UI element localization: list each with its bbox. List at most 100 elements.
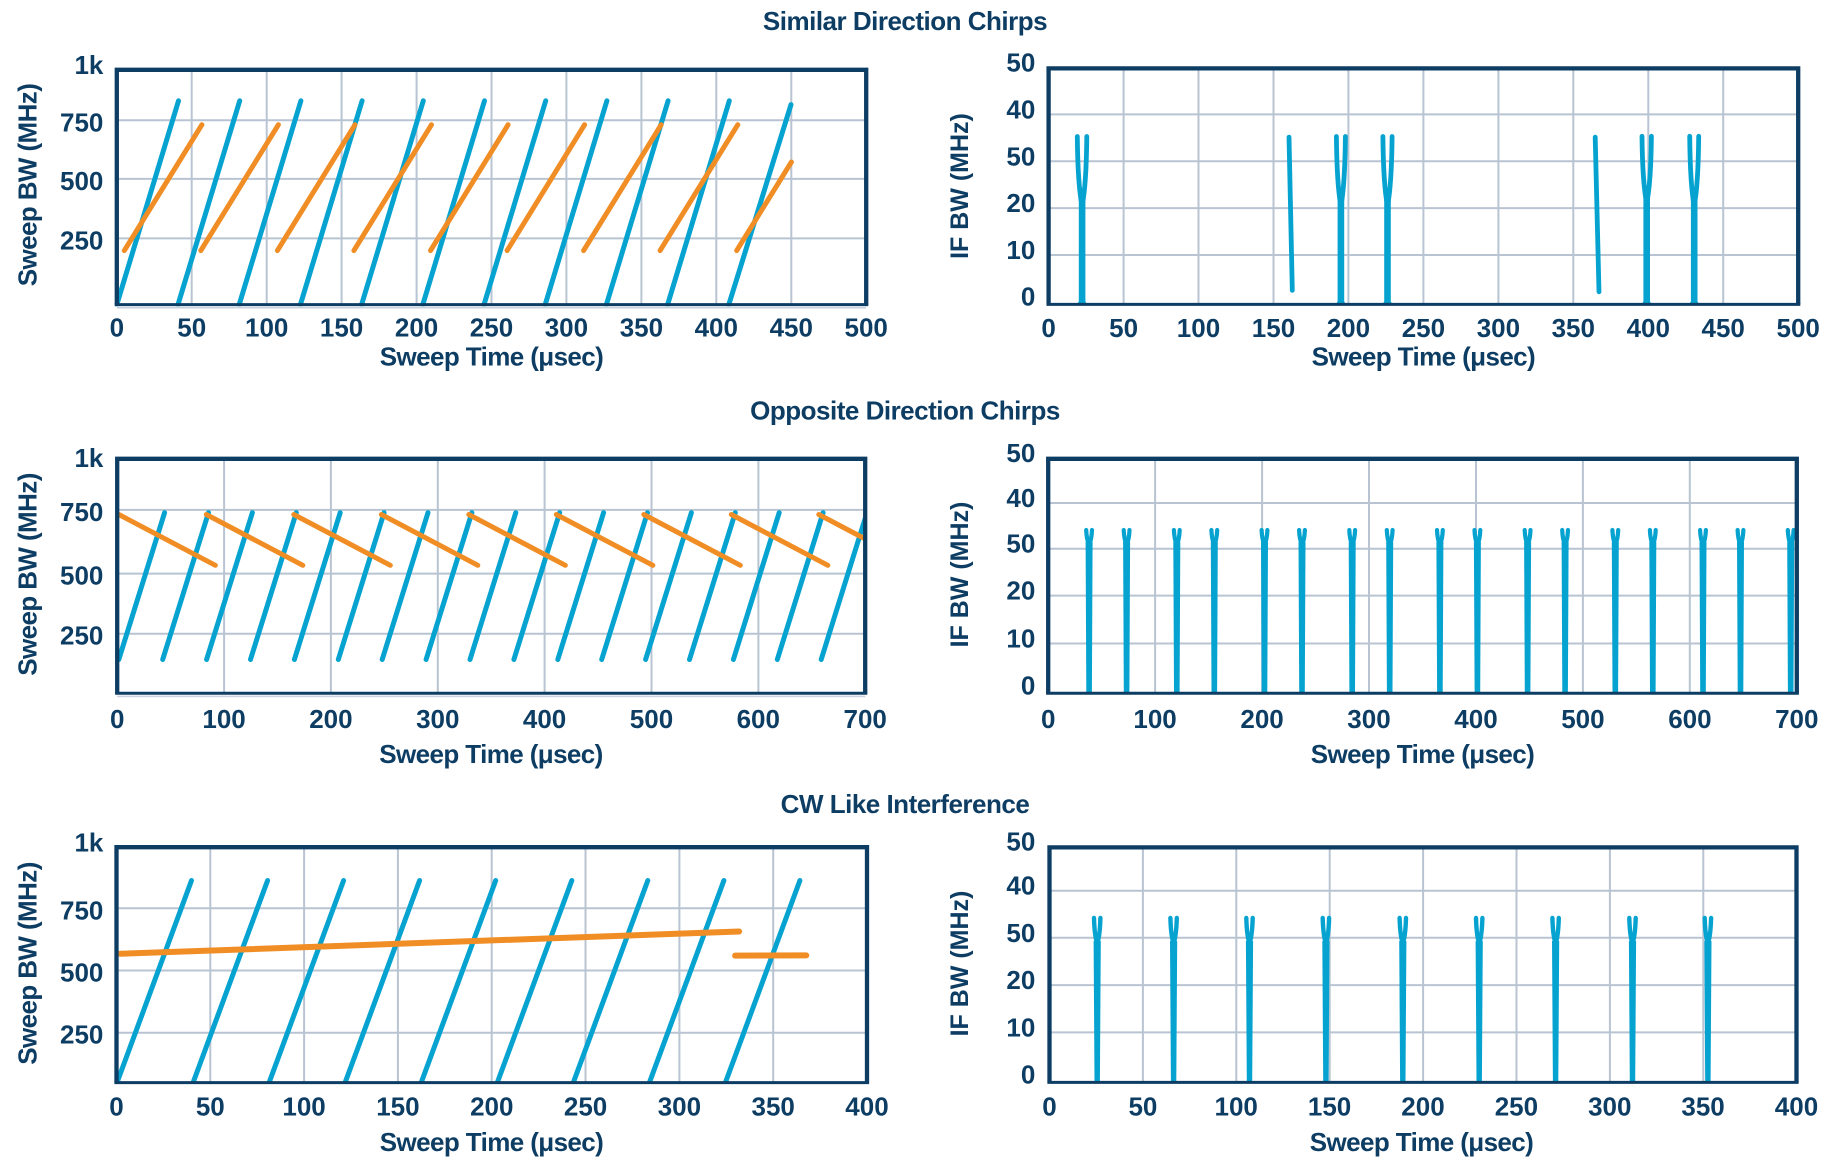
svg-text:Sweep BW (MHz): Sweep BW (MHz) [13,84,43,286]
svg-text:40: 40 [1006,483,1035,513]
svg-text:300: 300 [1347,704,1390,734]
svg-text:150: 150 [1252,313,1295,343]
svg-text:Sweep Time (μsec): Sweep Time (μsec) [380,1127,603,1157]
svg-text:0: 0 [1041,704,1055,734]
svg-text:150: 150 [1308,1092,1351,1122]
svg-text:400: 400 [1627,313,1670,343]
svg-text:100: 100 [282,1092,325,1122]
svg-text:450: 450 [770,313,813,343]
svg-text:200: 200 [395,313,438,343]
svg-text:20: 20 [1006,576,1035,606]
svg-text:0: 0 [1021,670,1035,700]
svg-text:0: 0 [1021,281,1035,311]
svg-text:700: 700 [844,704,887,734]
svg-text:1k: 1k [74,443,103,473]
svg-text:400: 400 [1454,704,1497,734]
svg-text:150: 150 [320,313,363,343]
svg-text:100: 100 [202,704,245,734]
svg-text:700: 700 [1775,704,1818,734]
svg-text:50: 50 [1109,313,1138,343]
svg-text:500: 500 [1561,704,1604,734]
svg-text:500: 500 [60,958,103,988]
svg-text:Sweep Time (μsec): Sweep Time (μsec) [1311,739,1534,769]
svg-text:600: 600 [737,704,780,734]
svg-text:400: 400 [523,704,566,734]
svg-text:50: 50 [177,313,206,343]
svg-text:50: 50 [1006,827,1035,857]
svg-text:IF BW (MHz): IF BW (MHz) [946,113,974,259]
svg-text:350: 350 [1681,1092,1724,1122]
svg-text:450: 450 [1702,313,1745,343]
svg-text:200: 200 [1327,313,1370,343]
svg-text:50: 50 [196,1092,225,1122]
svg-text:50: 50 [1006,918,1035,948]
svg-text:0: 0 [1041,313,1055,343]
svg-text:250: 250 [60,621,103,651]
svg-text:500: 500 [630,704,673,734]
svg-text:IF BW (MHz): IF BW (MHz) [946,891,974,1037]
svg-text:10: 10 [1006,235,1035,265]
svg-text:250: 250 [1402,313,1445,343]
svg-text:300: 300 [1588,1092,1631,1122]
svg-text:40: 40 [1006,871,1035,901]
svg-text:300: 300 [545,313,588,343]
svg-text:350: 350 [620,313,663,343]
svg-text:0: 0 [1042,1092,1056,1122]
svg-text:500: 500 [60,561,103,591]
svg-text:0: 0 [1021,1059,1035,1089]
svg-text:200: 200 [1240,704,1283,734]
svg-text:IF BW (MHz): IF BW (MHz) [946,502,974,648]
svg-text:250: 250 [60,225,103,255]
svg-text:150: 150 [376,1092,419,1122]
svg-text:0: 0 [109,1092,123,1122]
svg-text:10: 10 [1006,624,1035,654]
svg-text:200: 200 [309,704,352,734]
svg-text:600: 600 [1668,704,1711,734]
svg-text:250: 250 [60,1020,103,1050]
svg-text:100: 100 [1215,1092,1258,1122]
svg-text:Sweep BW (MHz): Sweep BW (MHz) [13,862,43,1064]
svg-text:750: 750 [60,497,103,527]
svg-text:10: 10 [1006,1012,1035,1042]
svg-text:400: 400 [845,1092,888,1122]
svg-text:50: 50 [1128,1092,1157,1122]
svg-text:300: 300 [1477,313,1520,343]
svg-text:0: 0 [110,704,124,734]
svg-text:350: 350 [1552,313,1595,343]
svg-text:300: 300 [658,1092,701,1122]
svg-text:500: 500 [60,166,103,196]
svg-text:40: 40 [1006,94,1035,124]
svg-text:100: 100 [1177,313,1220,343]
svg-text:250: 250 [1495,1092,1538,1122]
svg-text:20: 20 [1006,965,1035,995]
svg-text:350: 350 [752,1092,795,1122]
svg-text:100: 100 [245,313,288,343]
svg-text:0: 0 [110,313,124,343]
svg-text:100: 100 [1133,704,1176,734]
svg-text:Similar Direction Chirps: Similar Direction Chirps [763,6,1047,36]
svg-text:Opposite Direction Chirps: Opposite Direction Chirps [750,396,1060,426]
svg-text:1k: 1k [74,828,103,858]
svg-text:300: 300 [416,704,459,734]
svg-text:1k: 1k [74,50,103,80]
svg-text:400: 400 [1775,1092,1818,1122]
svg-text:500: 500 [845,313,888,343]
svg-text:Sweep Time (μsec): Sweep Time (μsec) [1312,342,1535,372]
svg-text:50: 50 [1006,141,1035,171]
svg-text:200: 200 [1401,1092,1444,1122]
svg-text:250: 250 [470,313,513,343]
svg-text:50: 50 [1006,438,1035,468]
svg-text:20: 20 [1006,188,1035,218]
svg-text:500: 500 [1777,313,1820,343]
svg-text:Sweep Time (μsec): Sweep Time (μsec) [380,342,603,372]
svg-text:200: 200 [470,1092,513,1122]
svg-text:50: 50 [1006,48,1035,78]
svg-text:750: 750 [60,107,103,137]
svg-text:Sweep Time (μsec): Sweep Time (μsec) [1310,1127,1533,1157]
svg-text:50: 50 [1006,529,1035,559]
svg-text:400: 400 [695,313,738,343]
svg-text:750: 750 [60,895,103,925]
svg-text:Sweep Time (μsec): Sweep Time (μsec) [379,739,602,769]
svg-text:CW Like Interference: CW Like Interference [781,789,1030,819]
svg-text:Sweep BW (MHz): Sweep BW (MHz) [13,473,43,675]
